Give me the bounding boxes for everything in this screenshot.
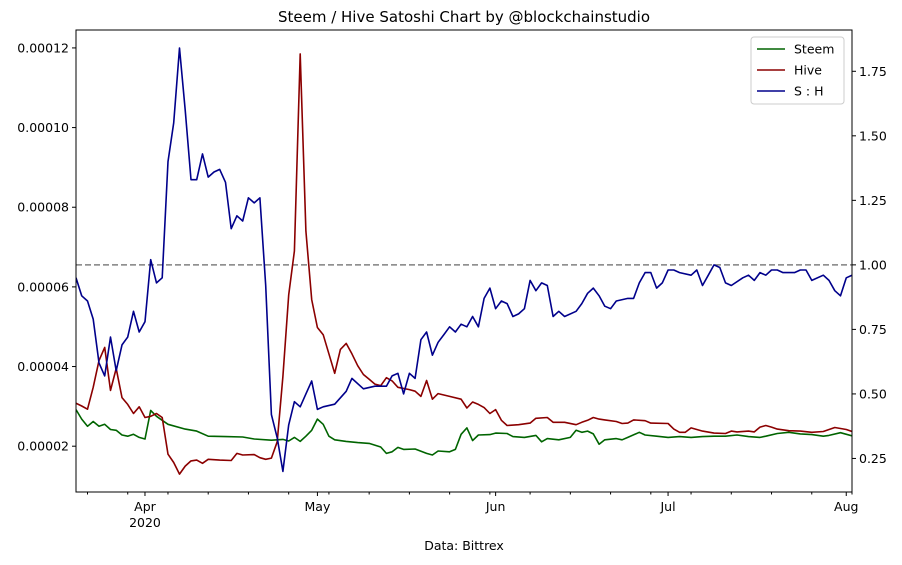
y-left-tick-label: 0.00002 <box>17 439 69 454</box>
x-tick-label: Jul <box>660 499 676 514</box>
chart-title: Steem / Hive Satoshi Chart by @blockchai… <box>278 8 650 26</box>
legend: Steem Hive S : H <box>750 36 845 105</box>
x-tick-label: Jun <box>485 499 506 514</box>
y-left-tick-label: 0.00008 <box>17 200 69 215</box>
plot-area-frame <box>75 29 853 493</box>
legend-label: Hive <box>794 63 822 78</box>
y-left-tick-label: 0.00010 <box>17 120 69 135</box>
y-right-tick-label: 0.75 <box>859 322 887 337</box>
series-line-hive <box>76 53 852 475</box>
x-tick-sublabel: 2020 <box>129 515 161 530</box>
y-left-tick-label: 0.00004 <box>17 359 69 374</box>
y-right-tick-label: 1.00 <box>859 257 887 272</box>
y-right-tick-label: 1.25 <box>859 193 887 208</box>
legend-label: S : H <box>794 84 824 99</box>
x-axis-label: Data: Bittrex <box>424 538 504 553</box>
y-right-tick-label: 1.75 <box>859 64 887 79</box>
x-tick-label: Aug <box>834 499 858 514</box>
series-line-steem <box>76 409 852 456</box>
axes-layer: 0.00002 0.00004 0.00006 0.00008 0.00010 0.000… <box>17 40 887 530</box>
series-layer <box>76 47 852 475</box>
y-left-tick-label: 0.00006 <box>17 279 69 294</box>
y-right-tick-label: 1.50 <box>859 128 887 143</box>
y-left-tick-label: 0.00012 <box>17 40 69 55</box>
x-tick-label: Apr <box>134 499 156 514</box>
x-tick-label: May <box>305 499 331 514</box>
series-line-s-h <box>76 47 852 473</box>
legend-box <box>750 36 845 105</box>
legend-label: Steem <box>794 42 834 57</box>
y-right-tick-label: 0.50 <box>859 386 887 401</box>
y-right-tick-label: 0.25 <box>859 451 887 466</box>
